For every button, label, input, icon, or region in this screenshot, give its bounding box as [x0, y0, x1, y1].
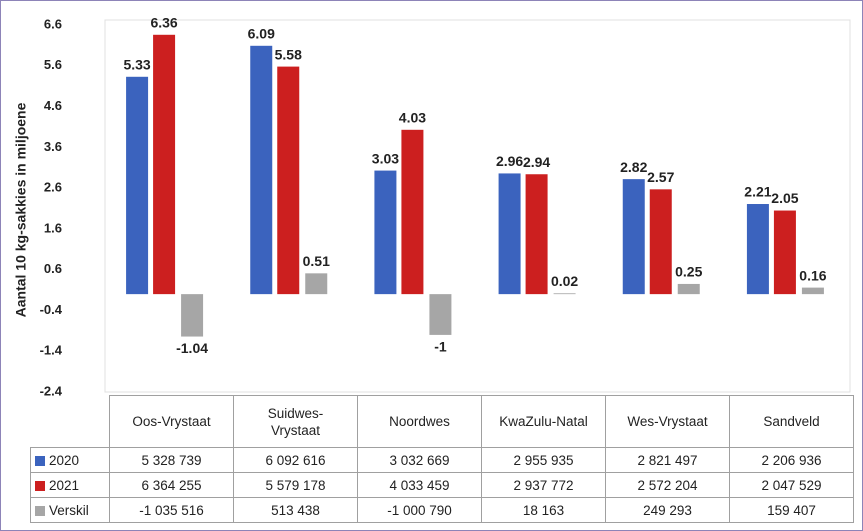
data-label: 0.02	[551, 273, 578, 289]
y-tick-label: 1.6	[44, 220, 62, 235]
series-row: 2020 5 328 739 6 092 616 3 032 669 2 955 935…	[30, 447, 854, 473]
category-label: Oos-Vrystaat	[109, 395, 234, 448]
y-tick-label: -0.4	[40, 302, 63, 317]
y-tick-label: 2.6	[44, 180, 62, 195]
legend-label: 2021	[49, 477, 80, 493]
bar	[305, 273, 328, 295]
bar	[553, 293, 576, 295]
bar	[153, 34, 176, 295]
bar	[498, 173, 521, 295]
table-value: 2 047 529	[729, 472, 854, 498]
table-value: 2 955 935	[481, 447, 606, 473]
table-value: 2 572 204	[605, 472, 730, 498]
category-label: Wes-Vrystaat	[605, 395, 730, 448]
series-row: Verskil -1 035 516 513 438 -1 000 790 18 163…	[30, 497, 854, 523]
corner	[31, 396, 110, 448]
data-label: 2.82	[620, 159, 647, 175]
legend-label: 2020	[49, 452, 80, 468]
table-value: 5 579 178	[233, 472, 358, 498]
bar	[622, 179, 645, 295]
y-tick-label: 4.6	[44, 98, 62, 113]
bar	[801, 287, 824, 295]
bar	[277, 66, 300, 295]
legend-label: Verskil	[49, 502, 89, 518]
category-label: Noordwes	[357, 395, 482, 448]
series-row: 2021 6 364 255 5 579 178 4 033 459 2 937 772…	[30, 472, 854, 498]
table-value: 4 033 459	[357, 472, 482, 498]
data-label: 0.16	[799, 267, 826, 283]
data-label: 2.21	[744, 184, 771, 200]
legend-cell: 2021	[30, 472, 110, 498]
bar	[649, 189, 672, 295]
data-label: 5.58	[275, 46, 302, 62]
data-label: 6.36	[150, 14, 177, 30]
data-label: 0.51	[303, 253, 330, 269]
y-axis-label: Aantal 10 kg-sakkies in miljoene	[13, 102, 29, 317]
bar	[773, 210, 796, 295]
legend-swatch	[35, 480, 45, 491]
y-tick-label: 3.6	[44, 139, 62, 154]
bar	[126, 76, 149, 295]
bar	[677, 283, 700, 295]
category-label: Suidwes- Vrystaat	[233, 395, 358, 448]
data-label: -1.04	[176, 340, 208, 356]
y-tick-label: -2.4	[40, 383, 63, 398]
data-label: 2.94	[523, 154, 550, 170]
table-value: 6 364 255	[109, 472, 234, 498]
y-tick-label: 5.6	[44, 57, 62, 72]
table-value: 6 092 616	[233, 447, 358, 473]
data-label: 3.03	[372, 150, 399, 166]
data-label: 2.57	[647, 169, 674, 185]
y-tick-label: 6.6	[44, 16, 62, 31]
data-label: -1	[434, 339, 447, 355]
y-tick-label: 0.6	[44, 261, 62, 276]
bar	[250, 45, 273, 295]
table-value: 2 821 497	[605, 447, 730, 473]
data-label: 2.05	[771, 190, 798, 206]
data-label: 2.96	[496, 153, 523, 169]
legend-cell: Verskil	[30, 497, 110, 523]
data-label: 4.03	[399, 110, 426, 126]
legend-cell: 2020	[30, 447, 110, 473]
category-label: Sandveld	[729, 395, 854, 448]
y-tick-label: -1.4	[40, 343, 63, 358]
data-table: Oos-Vrystaat Suidwes- Vrystaat Noordwes Kwa…	[30, 395, 854, 523]
data-label: 6.09	[248, 25, 275, 41]
data-label: 0.25	[675, 264, 702, 280]
category-label: KwaZulu-Natal	[481, 395, 606, 448]
table-value: -1 000 790	[357, 497, 482, 523]
bar	[401, 129, 424, 295]
table-value: 249 293	[605, 497, 730, 523]
table-value: 18 163	[481, 497, 606, 523]
table-value: 513 438	[233, 497, 358, 523]
table-value: 2 937 772	[481, 472, 606, 498]
plot-area	[104, 19, 851, 393]
bar	[181, 294, 204, 337]
table-value: 3 032 669	[357, 447, 482, 473]
bar	[429, 294, 452, 335]
table-value: -1 035 516	[109, 497, 234, 523]
header-row: Oos-Vrystaat Suidwes- Vrystaat Noordwes Kwa…	[31, 395, 854, 448]
legend-swatch	[35, 505, 45, 516]
legend-swatch	[35, 455, 45, 466]
bar	[525, 174, 548, 295]
table-value: 5 328 739	[109, 447, 234, 473]
bar	[746, 204, 769, 295]
bar	[374, 170, 397, 295]
table-value: 2 206 936	[729, 447, 854, 473]
table-value: 159 407	[729, 497, 854, 523]
data-label: 5.33	[123, 56, 150, 72]
